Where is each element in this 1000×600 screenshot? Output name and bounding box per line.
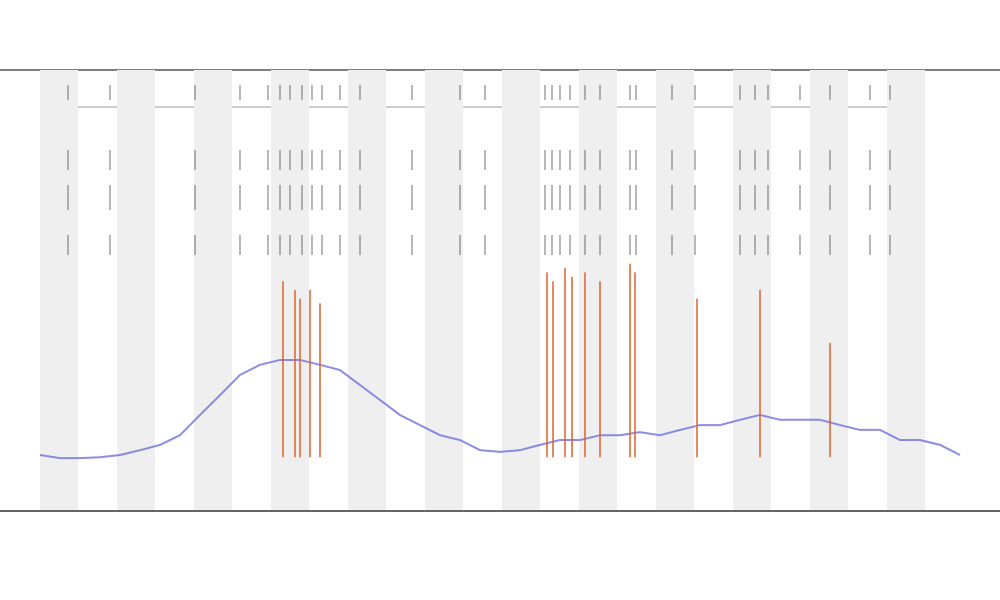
stripe [656,70,694,510]
stripe [271,70,309,510]
plot [39,85,961,460]
stripe [40,70,78,510]
stripe [733,70,771,510]
stripe [887,70,925,510]
stripe [194,70,232,510]
stripe [502,70,540,510]
signal-line [39,358,961,460]
stripe [117,70,155,510]
stripe [425,70,463,510]
stripes [40,70,925,510]
stripe [348,70,386,510]
